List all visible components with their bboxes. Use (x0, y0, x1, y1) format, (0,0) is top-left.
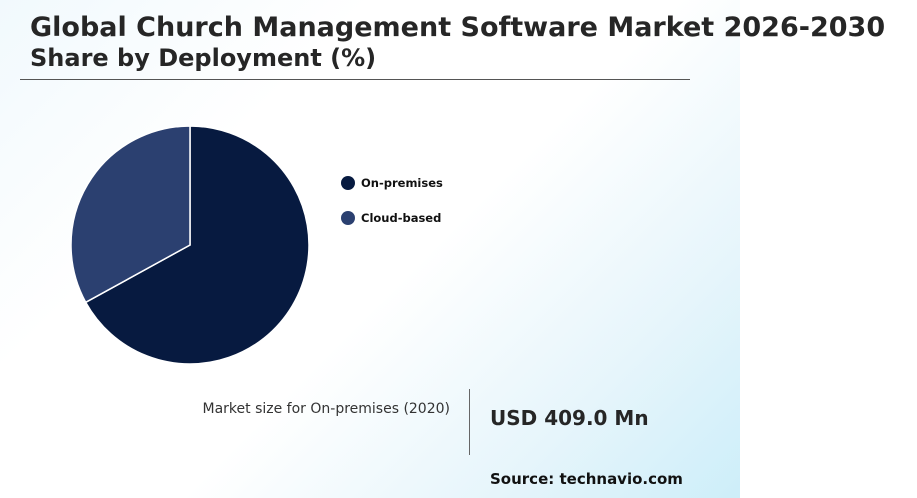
legend-swatch-cloud-based (341, 211, 355, 225)
kpi-divider (469, 389, 470, 455)
chart-legend: On-premises Cloud-based (341, 175, 443, 245)
pie-slice-cloud-based (70, 125, 191, 304)
legend-swatch-on-premises (341, 176, 355, 190)
source-credit: Source: technavio.com (490, 470, 683, 488)
pie-chart (70, 125, 310, 365)
chart-title: Global Church Management Software Market… (30, 12, 886, 43)
legend-label-cloud-based: Cloud-based (361, 211, 442, 225)
title-divider (20, 79, 690, 80)
kpi-label: Market size for On-premises (2020) (202, 401, 451, 417)
chart-panel: Global Church Management Software Market… (0, 0, 885, 498)
legend-item-on-premises: On-premises (341, 175, 443, 191)
chart-subtitle: Share by Deployment (%) (30, 44, 377, 72)
pie-slice-on-premises (84, 125, 310, 365)
kpi-value: USD 409.0 Mn (490, 406, 649, 430)
legend-label-on-premises: On-premises (361, 176, 443, 190)
legend-item-cloud-based: Cloud-based (341, 210, 443, 226)
